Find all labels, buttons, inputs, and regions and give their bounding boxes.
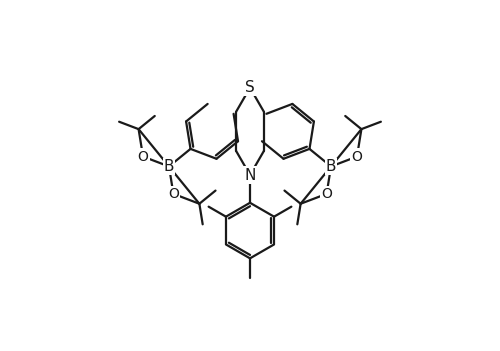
Text: O: O: [321, 187, 332, 201]
Text: O: O: [138, 150, 148, 164]
Text: B: B: [326, 159, 336, 174]
Text: B: B: [164, 159, 174, 174]
Text: N: N: [244, 167, 256, 183]
Text: O: O: [352, 150, 362, 164]
Text: O: O: [168, 187, 179, 201]
Text: S: S: [245, 80, 255, 95]
